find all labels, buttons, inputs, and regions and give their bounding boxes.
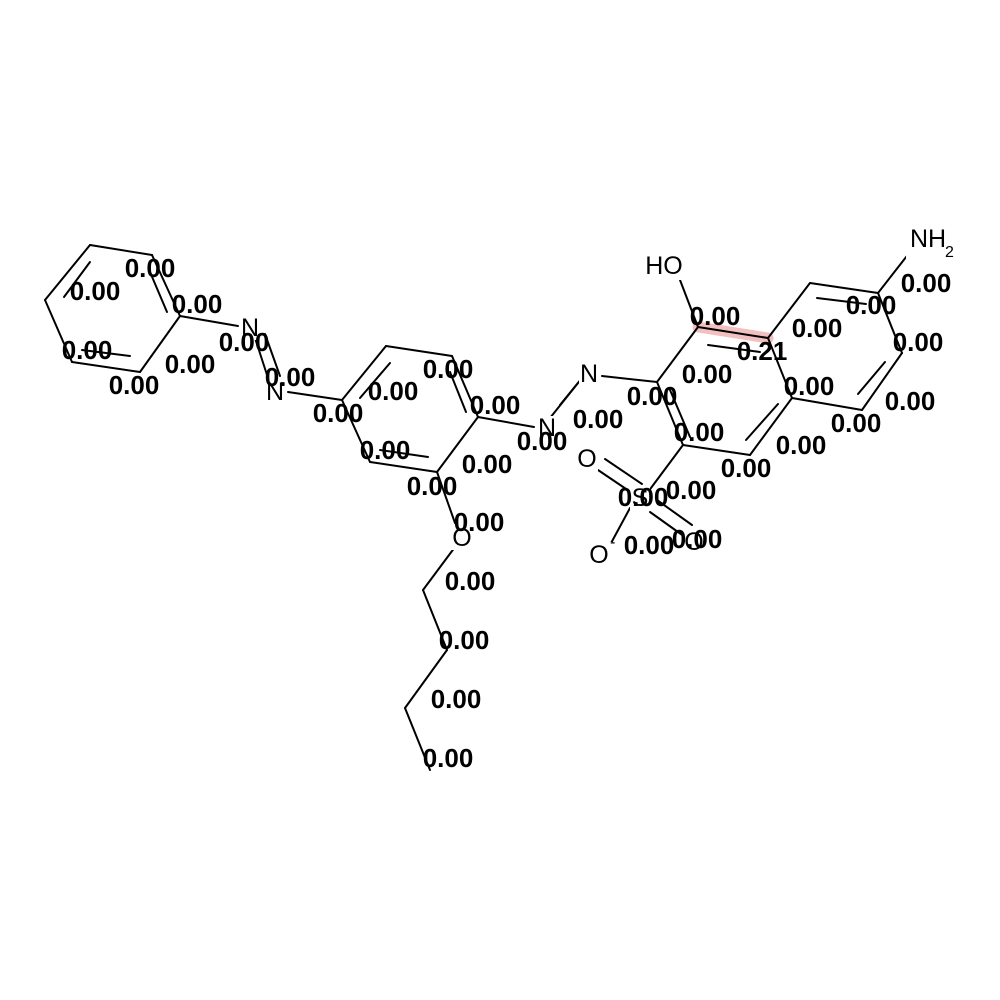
atom-label-o-ether: O bbox=[452, 524, 471, 552]
atom-score: 0.00 bbox=[265, 362, 316, 392]
atom-label-n3: N bbox=[538, 414, 556, 442]
atom-score: 0.00 bbox=[831, 408, 882, 438]
atom-score: 0.00 bbox=[846, 290, 897, 320]
bond-lines bbox=[44, 244, 911, 771]
atom-score: 0.00 bbox=[627, 381, 678, 411]
atom-score: 0.00 bbox=[666, 475, 717, 505]
atom-score: 0.00 bbox=[470, 390, 521, 420]
atom-score: 0.00 bbox=[776, 430, 827, 460]
atom-score: 0.00 bbox=[125, 253, 176, 283]
atom-label-o-minus-charge: - bbox=[610, 534, 615, 551]
atom-score: 0.00 bbox=[462, 449, 513, 479]
atom-score: 0.00 bbox=[682, 359, 733, 389]
atom-score: 0.00 bbox=[624, 530, 675, 560]
atom-score: 0.00 bbox=[445, 566, 496, 596]
atom-score: 0.00 bbox=[172, 289, 223, 319]
atom-score: 0.00 bbox=[674, 417, 725, 447]
atom-score: 0.00 bbox=[573, 404, 624, 434]
atom-score: 0.00 bbox=[439, 625, 490, 655]
atom-score: 0.00 bbox=[109, 370, 160, 400]
atom-score: 0.00 bbox=[792, 313, 843, 343]
atom-label-s: S bbox=[632, 484, 649, 512]
atom-label-n1: N bbox=[241, 314, 259, 342]
atom-score: 0.00 bbox=[784, 371, 835, 401]
atom-score: 0.00 bbox=[690, 301, 741, 331]
atom-score: 0.00 bbox=[618, 482, 669, 512]
atom-score: 0.00 bbox=[885, 386, 936, 416]
atom-score: 0.00 bbox=[901, 268, 952, 298]
atom-score: 0.00 bbox=[407, 471, 458, 501]
atom-score: 0.00 bbox=[431, 684, 482, 714]
atom-score: 0.00 bbox=[423, 354, 474, 384]
atom-labels: HO NH 2 N N N N O S O O - O bbox=[240, 224, 958, 569]
atom-label-nh2-subscript: 2 bbox=[945, 244, 954, 261]
atom-score: 0.00 bbox=[62, 335, 113, 365]
atom-label-n2: N bbox=[266, 378, 284, 406]
atom-score: 0.00 bbox=[368, 376, 419, 406]
atom-label-o-sulfonyl-right: O bbox=[684, 528, 703, 556]
atom-score: 0.00 bbox=[313, 398, 364, 428]
atom-score: 0.00 bbox=[360, 435, 411, 465]
atom-score: 0.00 bbox=[423, 743, 474, 773]
atom-score: 0.00 bbox=[454, 507, 505, 537]
atom-score: 0.00 bbox=[893, 327, 944, 357]
atom-scores: 0.00 0.00 0.00 0.00 0.00 0.00 0.00 0.00 … bbox=[62, 253, 952, 773]
atom-score: 0.00 bbox=[517, 426, 568, 456]
atom-score: 0.00 bbox=[70, 276, 121, 306]
atom-label-ho: HO bbox=[645, 252, 683, 280]
atom-label-nh2: NH bbox=[910, 225, 946, 253]
atom-label-n4: N bbox=[580, 360, 598, 388]
atom-score: 0.00 bbox=[165, 349, 216, 379]
atom-score: 0.00 bbox=[672, 524, 723, 554]
atom-score: 0.00 bbox=[721, 453, 772, 483]
atom-label-o-sulfonyl-top: O bbox=[577, 445, 596, 473]
atom-score-highlighted: 0.21 bbox=[737, 336, 788, 366]
atom-label-o-minus: O bbox=[589, 541, 608, 569]
atom-score: 0.00 bbox=[219, 327, 270, 357]
